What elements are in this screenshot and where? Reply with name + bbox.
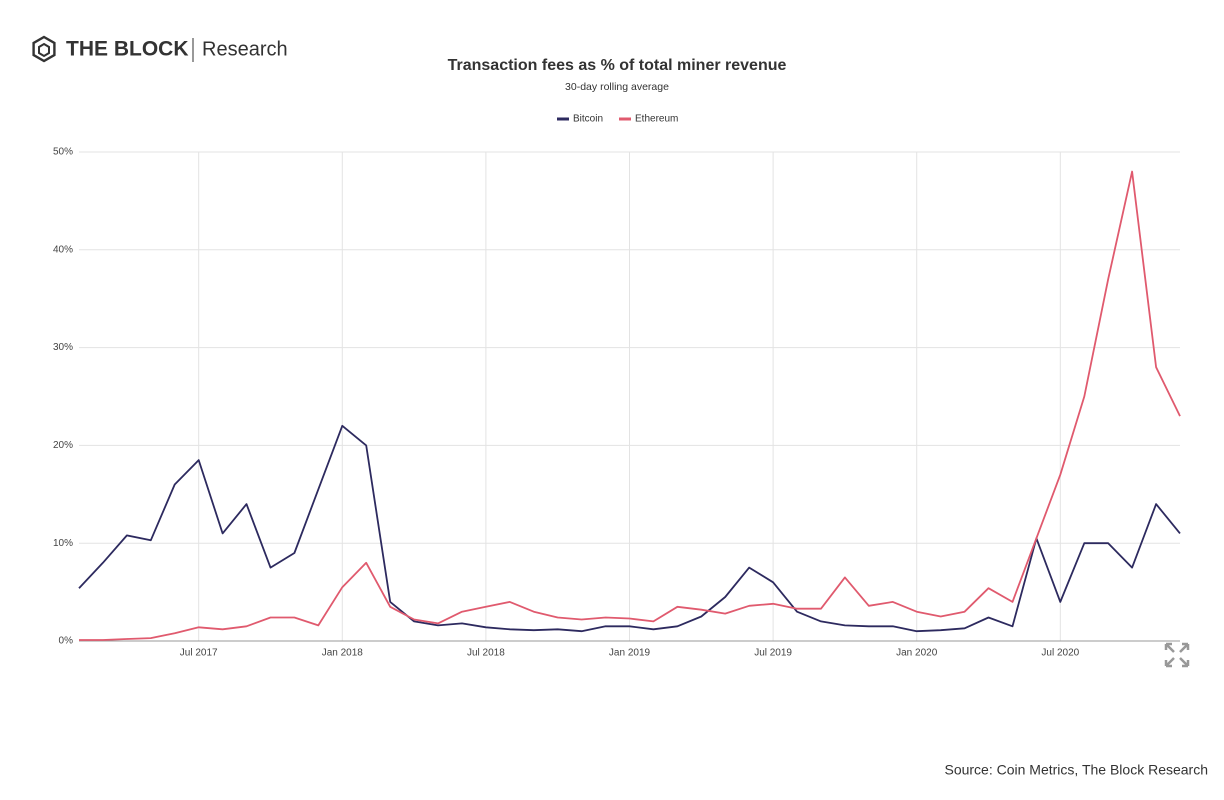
y-tick-label: 20% — [53, 440, 73, 451]
brand-section: Research — [202, 38, 288, 60]
series-line — [78, 424, 1181, 633]
x-tick-label: Jul 2017 — [180, 648, 218, 659]
chart-title: Transaction fees as % of total miner rev… — [448, 57, 787, 74]
y-tick-label: 10% — [53, 538, 73, 549]
legend-label: Bitcoin — [573, 114, 603, 125]
y-tick-label: 30% — [53, 342, 73, 353]
legend-label: Ethereum — [635, 114, 678, 125]
y-tick-label: 0% — [59, 636, 74, 647]
x-tick-label: Jan 2018 — [322, 648, 364, 659]
expand-icon[interactable] — [1164, 642, 1190, 668]
y-tick-label: 40% — [53, 244, 73, 255]
chart-subtitle: 30-day rolling average — [565, 81, 669, 93]
x-tick-label: Jul 2018 — [467, 648, 505, 659]
y-tick-label: 50% — [53, 147, 73, 158]
x-tick-label: Jan 2019 — [609, 648, 651, 659]
brand: THE BLOCK — [66, 38, 189, 61]
source-note: Source: Coin Metrics, The Block Research — [944, 762, 1208, 778]
x-tick-label: Jan 2020 — [896, 648, 938, 659]
x-tick-label: Jul 2019 — [754, 648, 792, 659]
logo — [32, 35, 56, 63]
series-line — [79, 170, 1181, 641]
x-tick-label: Jul 2020 — [1041, 648, 1079, 659]
